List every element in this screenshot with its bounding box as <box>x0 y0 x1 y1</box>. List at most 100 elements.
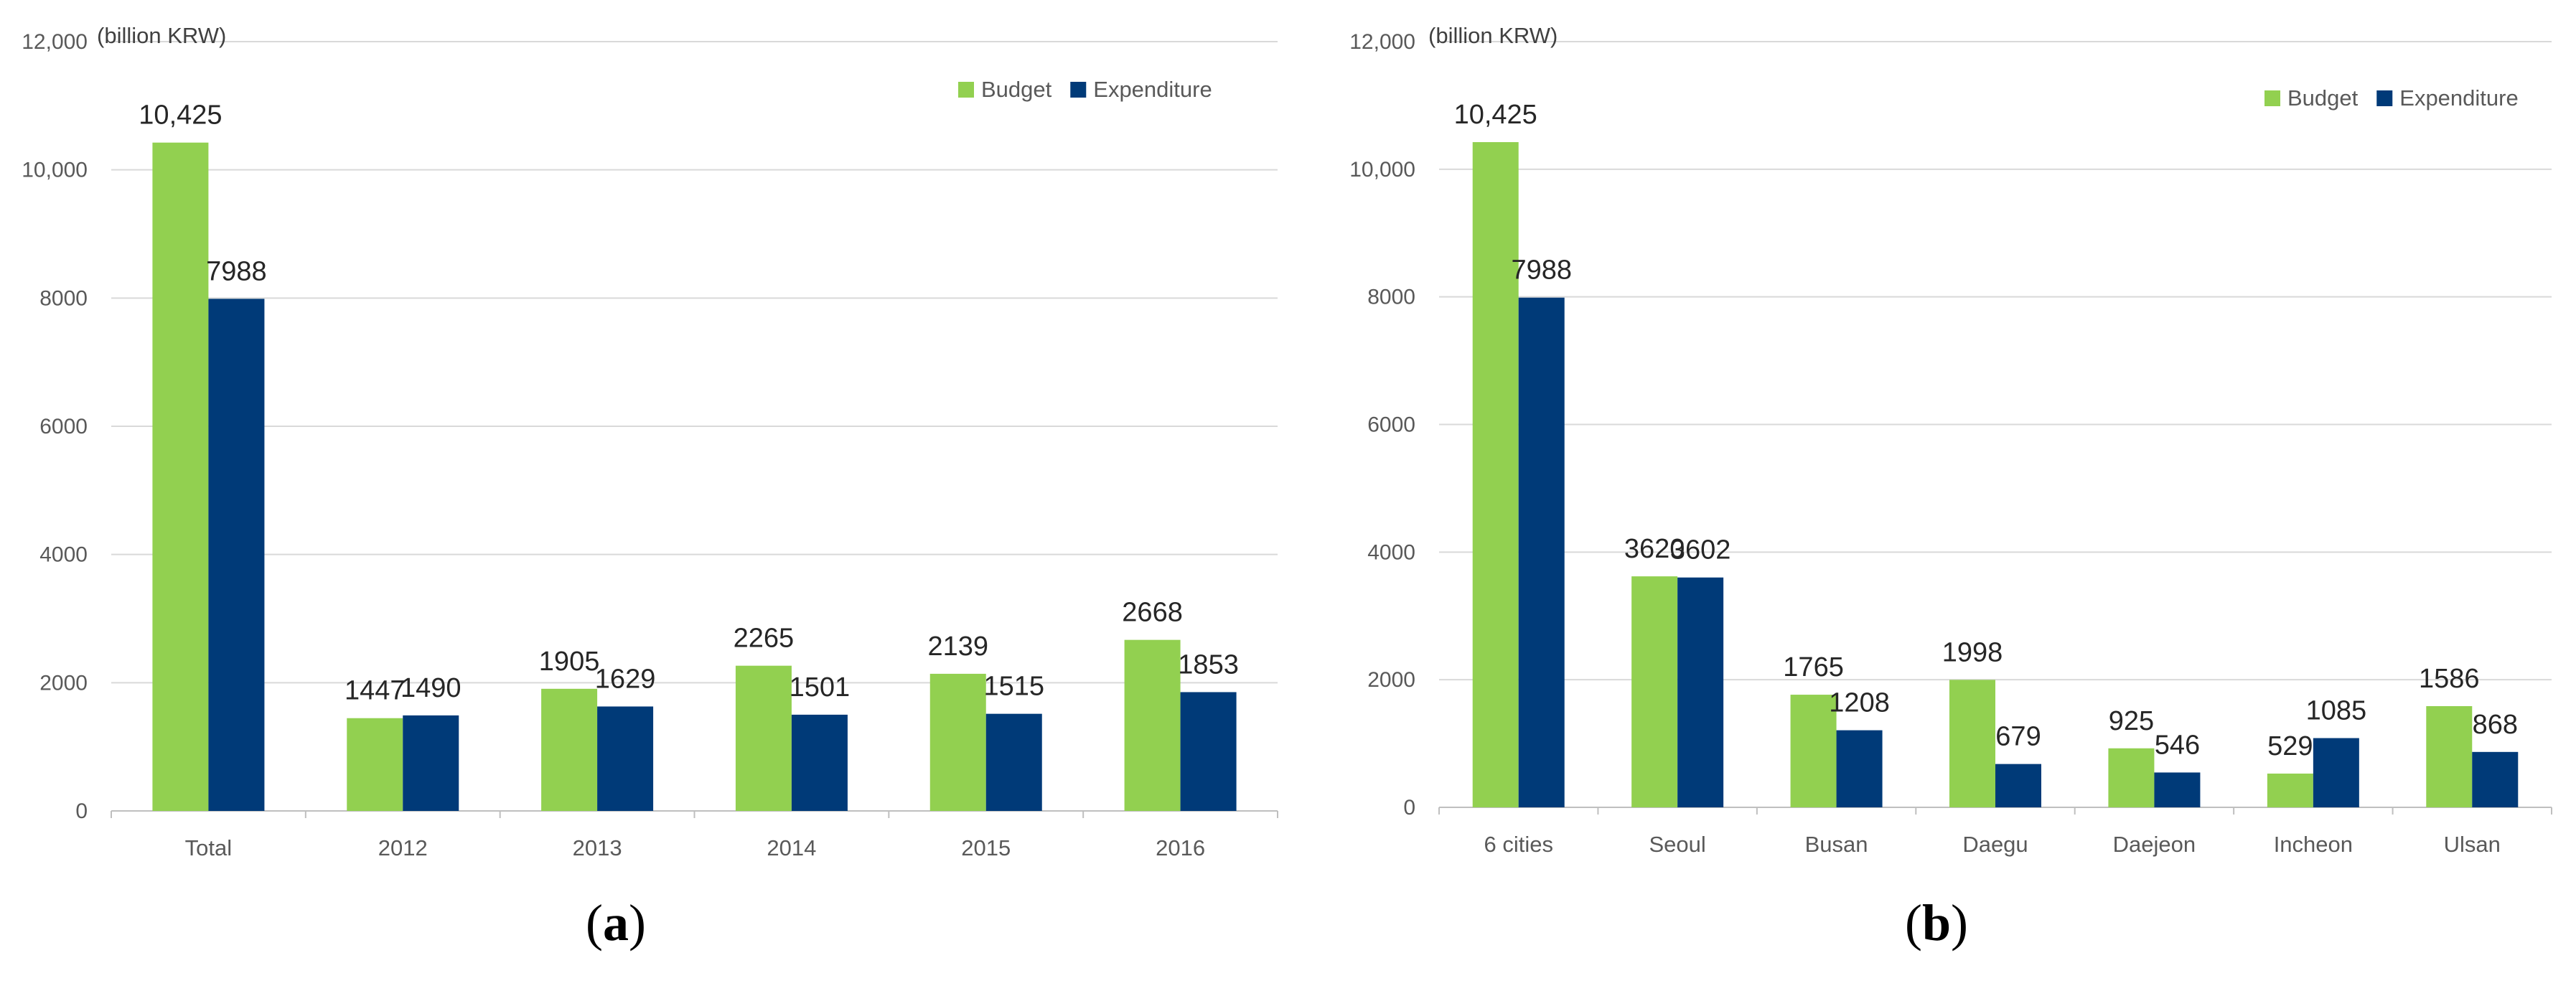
y-tick-label: 8000 <box>1367 286 1415 309</box>
data-label: 1490 <box>401 673 462 703</box>
chart-panel-b: 0 2000 4000 6000 8000 10,000 12,000 (billion KR… <box>1349 23 2552 857</box>
data-label: 10,425 <box>139 100 222 131</box>
expenditure-bar <box>985 713 1042 811</box>
y-tick-label: 6000 <box>39 415 88 438</box>
data-label: 2668 <box>1122 598 1183 628</box>
expenditure-bar <box>2154 772 2201 807</box>
panel-label-b-letter: b <box>1922 894 1951 952</box>
legend-swatch-expenditure <box>2376 90 2393 106</box>
y-tick-label: 4000 <box>1367 540 1415 564</box>
data-label: 529 <box>2267 731 2313 761</box>
data-label: 1586 <box>2419 664 2480 694</box>
data-label: 2139 <box>927 632 988 662</box>
legend-swatch-budget <box>2264 90 2280 106</box>
budget-bar <box>347 718 403 811</box>
data-label: 868 <box>2473 710 2518 740</box>
unit-label: (billion KRW) <box>97 23 226 48</box>
budget-bar <box>2267 773 2313 807</box>
data-label: 1629 <box>595 664 656 694</box>
x-tick-label: Incheon <box>2274 832 2353 857</box>
x-tick-label: Daejeon <box>2113 832 2196 857</box>
budget-bar <box>152 142 209 811</box>
budget-bar <box>1949 680 1995 807</box>
panel-label-a: (a) <box>586 894 646 952</box>
x-tick-label: Busan <box>1805 832 1868 857</box>
x-tick-label: 2013 <box>573 835 622 860</box>
chart-panel-a: 0 2000 4000 6000 8000 10,000 12,000 (billion KR… <box>22 23 1278 860</box>
x-tick-label: Total <box>185 835 232 860</box>
expenditure-bar <box>597 706 654 811</box>
data-label: 925 <box>2109 706 2154 736</box>
data-label: 1085 <box>2306 696 2367 726</box>
data-label: 7988 <box>1511 255 1572 286</box>
x-tick-label: 2015 <box>961 835 1011 860</box>
data-label: 7988 <box>206 256 267 286</box>
expenditure-bar <box>1180 692 1237 811</box>
budget-bar <box>1472 142 1519 807</box>
expenditure-bar <box>2472 751 2519 807</box>
legend-label-budget: Budget <box>2287 85 2359 111</box>
data-label: 1998 <box>1942 637 2003 667</box>
expenditure-bar <box>791 714 848 811</box>
y-tick-label: 4000 <box>39 543 88 567</box>
panel-label-b: (b) <box>1905 894 1968 952</box>
x-tick-label: 2016 <box>1156 835 1205 860</box>
legend-label-expenditure: Expenditure <box>2399 85 2518 111</box>
budget-bar <box>929 673 986 811</box>
y-tick-label: 0 <box>75 799 88 823</box>
panel-label-b-open: ( <box>1905 894 1922 952</box>
x-tick-label: 2014 <box>767 835 816 860</box>
legend-swatch-budget <box>958 82 974 98</box>
data-label: 679 <box>1995 722 2041 752</box>
panel-label-b-close: ) <box>1951 894 1968 952</box>
expenditure-bar <box>1836 730 1883 807</box>
expenditure-bar <box>1995 764 2041 807</box>
budget-bar <box>1124 639 1181 811</box>
panel-label-a-close: ) <box>629 894 646 952</box>
data-label: 1765 <box>1783 652 1844 682</box>
data-label: 3620 <box>1624 534 1685 564</box>
data-label: 1447 <box>345 676 406 706</box>
panel-label-a-letter: a <box>603 894 629 952</box>
panel-label-a-open: ( <box>586 894 603 952</box>
budget-bar <box>2108 748 2155 807</box>
y-tick-label: 10,000 <box>1349 158 1415 182</box>
y-tick-label: 12,000 <box>1349 30 1415 54</box>
unit-label: (billion KRW) <box>1428 23 1558 48</box>
budget-bar <box>1790 695 1837 807</box>
expenditure-bar <box>403 715 459 811</box>
legend-label-budget: Budget <box>981 77 1052 102</box>
data-label: 2265 <box>734 624 795 654</box>
data-label: 1208 <box>1829 688 1890 718</box>
data-label: 3602 <box>1670 535 1731 565</box>
expenditure-bar <box>2313 738 2359 807</box>
expenditure-bar <box>208 299 265 811</box>
y-tick-label: 8000 <box>39 286 88 310</box>
data-label: 1501 <box>790 672 851 703</box>
x-tick-label: Ulsan <box>2444 832 2501 857</box>
y-tick-label: 6000 <box>1367 413 1415 437</box>
data-label: 1515 <box>983 672 1044 702</box>
legend-swatch-expenditure <box>1070 82 1087 98</box>
data-label: 1905 <box>539 647 600 677</box>
expenditure-bar <box>1518 297 1565 808</box>
expenditure-bar <box>1677 577 1724 807</box>
y-tick-label: 12,000 <box>22 30 88 54</box>
data-label: 546 <box>2155 730 2200 760</box>
y-tick-label: 2000 <box>39 671 88 695</box>
budget-bar <box>1631 576 1678 807</box>
budget-bar <box>735 665 792 811</box>
y-tick-label: 0 <box>1403 796 1415 820</box>
legend-label-expenditure: Expenditure <box>1093 77 1212 102</box>
data-label: 10,425 <box>1454 100 1537 130</box>
data-label: 1853 <box>1178 649 1239 680</box>
x-tick-label: Daegu <box>1962 832 2028 857</box>
y-tick-label: 2000 <box>1367 668 1415 692</box>
budget-bar <box>2426 705 2473 807</box>
y-tick-label: 10,000 <box>22 159 88 182</box>
x-tick-label: 2012 <box>378 835 428 860</box>
x-tick-label: Seoul <box>1649 832 1705 857</box>
x-tick-label: 6 cities <box>1484 832 1552 857</box>
budget-bar <box>541 688 598 811</box>
